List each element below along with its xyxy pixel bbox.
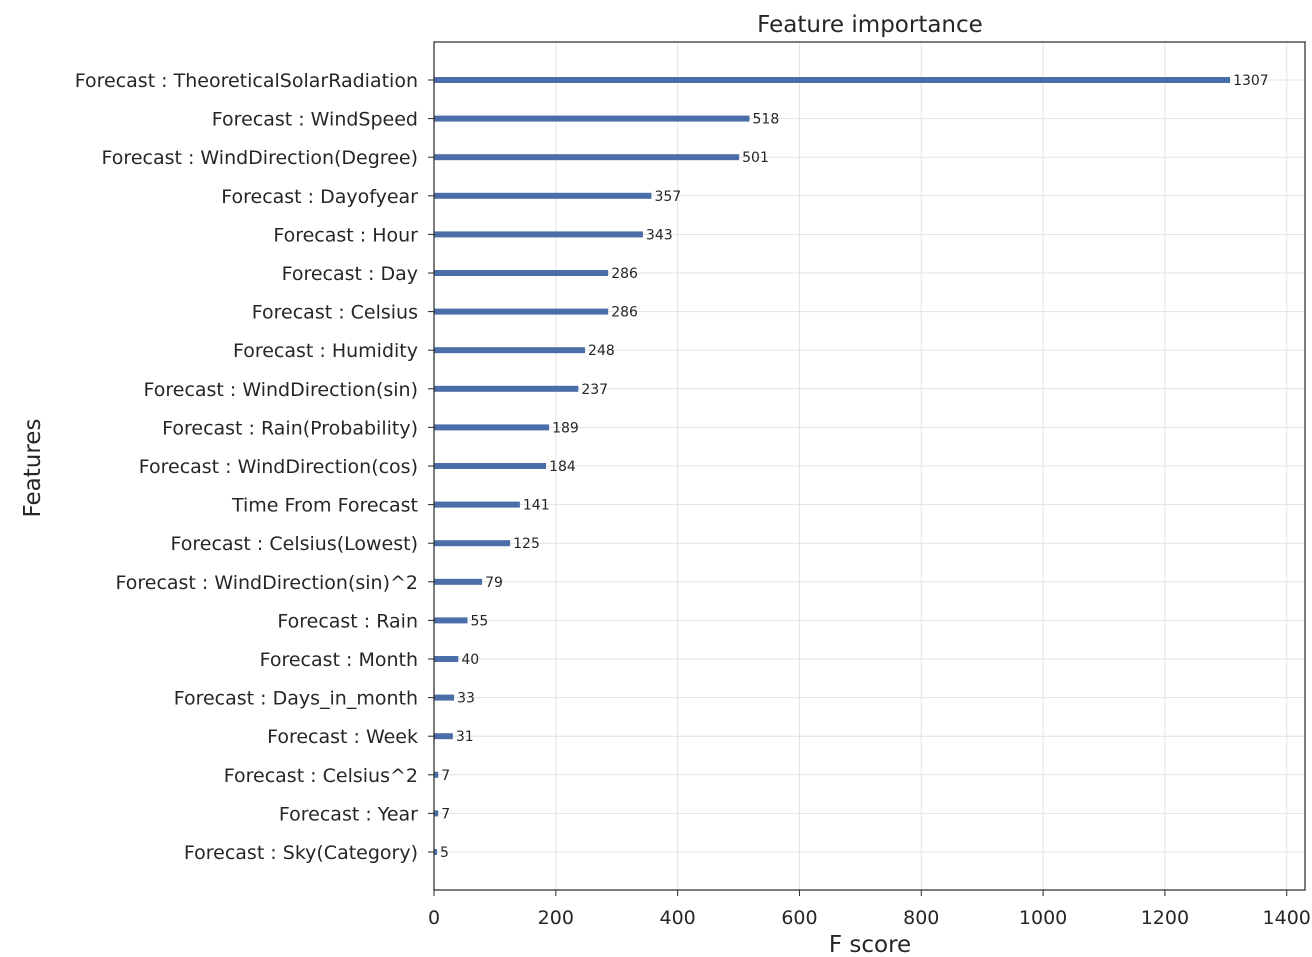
bar-value-label: 40 <box>461 652 479 668</box>
bar-value-label: 7 <box>441 768 450 784</box>
bar-value-label: 79 <box>485 575 503 591</box>
bar <box>434 192 652 199</box>
bar-value-label: 55 <box>471 613 489 629</box>
bar <box>434 501 520 508</box>
bar-value-label: 7 <box>441 806 450 822</box>
x-tick-label: 400 <box>660 907 696 929</box>
x-tick-label: 600 <box>781 907 817 929</box>
bar <box>434 231 643 238</box>
bar-value-label: 518 <box>753 112 780 128</box>
y-tick-label: Forecast : Week <box>267 726 418 748</box>
bar <box>434 540 511 547</box>
bar-value-label: 125 <box>513 536 540 552</box>
bar-value-label: 286 <box>611 305 638 321</box>
y-tick-label: Forecast : Month <box>260 649 418 671</box>
x-tick-label: 200 <box>538 907 574 929</box>
bar <box>434 694 455 701</box>
bar <box>434 617 468 624</box>
y-tick-label: Forecast : WindDirection(sin)^2 <box>115 572 418 594</box>
bar-value-label: 357 <box>654 189 681 205</box>
bar <box>434 656 459 662</box>
bar <box>434 270 609 276</box>
bar-value-label: 189 <box>552 420 579 436</box>
y-tick-label: Forecast : Hour <box>273 224 418 246</box>
bar-value-label: 31 <box>456 729 474 745</box>
y-tick-label: Forecast : WindDirection(cos) <box>139 456 418 478</box>
y-tick-label: Forecast : Celsius^2 <box>224 765 418 787</box>
bar <box>434 77 1231 83</box>
bar <box>434 154 740 161</box>
bar-value-label: 501 <box>742 150 769 166</box>
bar-value-label: 1307 <box>1233 73 1269 89</box>
y-axis-label: Features <box>20 419 46 518</box>
bar <box>434 849 438 855</box>
y-tick-label: Forecast : Sky(Category) <box>184 842 418 864</box>
y-tick-label: Forecast : Dayofyear <box>221 186 418 208</box>
x-axis-label: F score <box>829 932 911 957</box>
x-tick-label: 0 <box>428 907 440 929</box>
y-tick-label: Forecast : Year <box>279 803 418 825</box>
bar <box>434 810 439 817</box>
y-tick-label: Forecast : WindDirection(Degree) <box>102 147 418 169</box>
bar <box>434 578 483 585</box>
y-tick-label: Forecast : Day <box>282 263 418 285</box>
bar-value-label: 184 <box>549 459 576 475</box>
y-tick-label: Forecast : Humidity <box>233 340 418 362</box>
y-tick-label: Time From Forecast <box>231 495 418 517</box>
bar <box>434 733 453 740</box>
bar <box>434 463 547 469</box>
bar-value-label: 237 <box>581 382 608 398</box>
bar <box>434 115 750 122</box>
x-tick-label: 1200 <box>1141 907 1189 929</box>
bar-value-label: 286 <box>611 266 638 282</box>
y-tick-label: Forecast : WindSpeed <box>212 109 418 131</box>
x-tick-label: 1400 <box>1263 907 1311 929</box>
bar-value-label: 343 <box>646 227 673 243</box>
x-tick-label: 800 <box>903 907 939 929</box>
y-tick-label: Forecast : WindDirection(sin) <box>143 379 418 401</box>
y-tick-labels: Forecast : TheoreticalSolarRadiation Fore… <box>75 70 434 864</box>
bar <box>434 424 550 431</box>
bar <box>434 771 439 778</box>
y-tick-label: Forecast : Celsius(Lowest) <box>170 533 418 555</box>
x-tick-label: 1000 <box>1019 907 1067 929</box>
y-tick-label: Forecast : Rain <box>277 610 418 632</box>
bar-value-label: 5 <box>440 845 449 861</box>
y-tick-label: Forecast : TheoreticalSolarRadiation <box>75 70 418 92</box>
bar-layer: 1307 518 501 357 343 286 286 248 237 189 184 141 125… <box>434 73 1269 861</box>
y-tick-label: Forecast : Rain(Probability) <box>162 417 418 439</box>
y-tick-label: Forecast : Days_in_month <box>174 688 418 710</box>
y-tick-label: Forecast : Celsius <box>252 302 418 324</box>
x-tick-labels: 0 200 400 600 800 1000 1200 1400 <box>428 890 1311 929</box>
bar <box>434 385 579 392</box>
bar <box>434 347 586 354</box>
chart-title: Feature importance <box>757 12 983 38</box>
bar-value-label: 33 <box>457 691 475 707</box>
bar <box>434 308 609 315</box>
bar-value-label: 248 <box>588 343 615 359</box>
bar-value-label: 141 <box>523 498 550 514</box>
